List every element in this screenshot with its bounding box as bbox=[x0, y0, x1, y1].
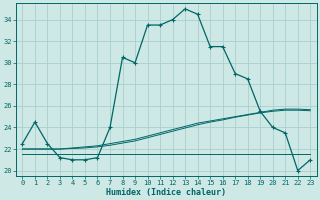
X-axis label: Humidex (Indice chaleur): Humidex (Indice chaleur) bbox=[106, 188, 226, 197]
